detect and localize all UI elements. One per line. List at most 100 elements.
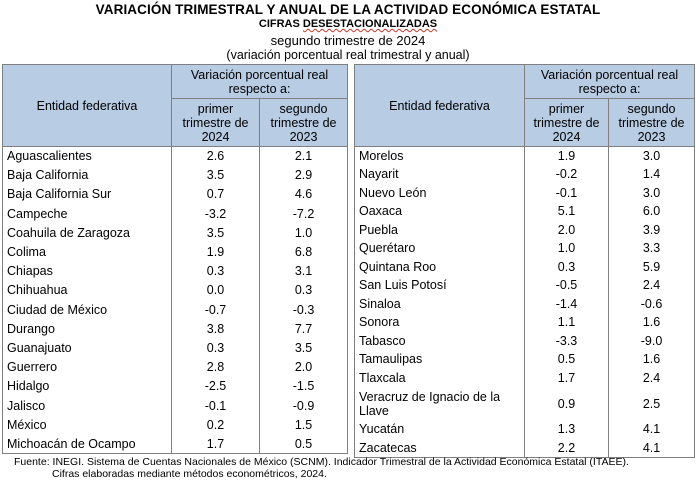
table-row: Guerrero 2.8 2.0: [2, 357, 349, 377]
table-left: Entidad federativa Variación porcentual …: [2, 64, 349, 455]
table-row: San Luis Potosí -0.5 2.4: [354, 276, 696, 295]
footer: Fuente: INEGI. Sistema de Cuentas Nacion…: [14, 456, 629, 480]
table-row: Ciudad de México -0.7 -0.3: [2, 300, 349, 320]
entity-cell: Campeche: [2, 204, 172, 224]
table-row: Puebla 2.0 3.9: [354, 220, 696, 239]
header-col1: primer trimestre de 2024: [171, 98, 260, 147]
value-q2-cell: 6.8: [258, 242, 349, 262]
table-row: Durango 3.8 7.7: [2, 319, 349, 339]
value-q1-cell: 0.9: [524, 387, 609, 420]
table-row: Querétaro 1.0 3.3: [354, 239, 696, 258]
table-left-body: Aguascalientes 2.6 2.1 Baja California 3.5 2.…: [2, 146, 349, 455]
table-row: Tlaxcala 1.7 2.4: [354, 368, 696, 387]
value-q1-cell: 1.3: [524, 420, 609, 439]
table-row: Baja California 3.5 2.9: [2, 165, 349, 185]
value-q2-cell: 2.5: [607, 387, 696, 420]
value-q1-cell: 0.0: [171, 280, 260, 300]
value-q2-cell: 4.6: [258, 184, 349, 205]
value-q1-cell: 2.0: [524, 220, 609, 239]
value-q2-cell: 0.5: [258, 434, 349, 455]
value-q1-cell: 2.6: [171, 146, 260, 166]
header-group: Variación porcentual real respecto a:: [523, 64, 696, 99]
value-q2-cell: 1.6: [607, 350, 696, 369]
table-row: Michoacán de Ocampo 1.7 0.5: [2, 434, 349, 455]
table-row: México 0.2 1.5: [2, 415, 349, 435]
entity-cell: Guerrero: [2, 357, 172, 377]
value-q2-cell: -0.6: [607, 294, 696, 313]
table-row: Coahuila de Zaragoza 3.5 1.0: [2, 223, 349, 243]
entity-cell: Aguascalientes: [2, 146, 172, 166]
header-col1: primer trimestre de 2024: [524, 98, 609, 147]
value-q2-cell: 3.9: [607, 220, 696, 239]
header-col2: segundo trimestre de 2023: [607, 98, 696, 147]
entity-cell: Durango: [2, 319, 172, 339]
table-row: Aguascalientes 2.6 2.1: [2, 146, 349, 166]
value-q1-cell: 3.5: [171, 223, 260, 243]
value-q1-cell: 1.9: [171, 242, 260, 262]
entity-cell: Quintana Roo: [354, 257, 525, 276]
table-row: Quintana Roo 0.3 5.9: [354, 257, 696, 276]
table-row: Veracruz de Ignacio de la Llave 0.9 2.5: [354, 387, 696, 420]
header-entity: Entidad federativa: [2, 64, 172, 147]
entity-cell: Guanajuato: [2, 338, 172, 358]
table-row: Oaxaca 5.1 6.0: [354, 202, 696, 221]
value-q2-cell: 5.9: [607, 257, 696, 276]
value-q2-cell: 3.0: [607, 183, 696, 202]
entity-cell: Chihuahua: [2, 280, 172, 300]
entity-cell: Colima: [2, 242, 172, 262]
table-row: Tabasco -3.3 -9.0: [354, 331, 696, 350]
table-row: Nayarit -0.2 1.4: [354, 165, 696, 184]
report-units: (variación porcentual real trimestral y …: [226, 48, 470, 62]
header-col2: segundo trimestre de 2023: [258, 98, 349, 147]
entity-cell: Zacatecas: [354, 438, 525, 458]
entity-cell: Puebla: [354, 220, 525, 239]
table-row: Baja California Sur 0.7 4.6: [2, 184, 349, 205]
value-q1-cell: 3.8: [171, 319, 260, 339]
table-row: Yucatán 1.3 4.1: [354, 420, 696, 439]
value-q2-cell: -7.2: [258, 204, 349, 224]
value-q1-cell: -0.7: [171, 300, 260, 320]
report-subtitle: CIFRAS DESESTACIONALIZADAS: [0, 18, 696, 30]
value-q1-cell: -0.5: [524, 276, 609, 295]
entity-cell: Coahuila de Zaragoza: [2, 223, 172, 243]
value-q2-cell: -0.3: [258, 300, 349, 320]
entity-cell: Michoacán de Ocampo: [2, 434, 172, 455]
value-q2-cell: 6.0: [607, 202, 696, 221]
value-q2-cell: 2.9: [258, 165, 349, 185]
table-row: Sonora 1.1 1.6: [354, 313, 696, 332]
value-q2-cell: -1.5: [258, 376, 349, 396]
entity-cell: Tabasco: [354, 331, 525, 350]
table-row: Campeche -3.2 -7.2: [2, 204, 349, 224]
table-row: Chiapas 0.3 3.1: [2, 261, 349, 281]
value-q2-cell: 1.5: [258, 415, 349, 435]
value-q1-cell: 0.7: [171, 184, 260, 205]
header-entity: Entidad federativa: [354, 64, 525, 147]
value-q1-cell: 0.3: [524, 257, 609, 276]
table-row: Guanajuato 0.3 3.5: [2, 338, 349, 358]
value-q1-cell: 0.5: [524, 350, 609, 369]
report-title: VARIACIÓN TRIMESTRAL Y ANUAL DE LA ACTIV…: [95, 2, 601, 17]
value-q1-cell: 5.1: [524, 202, 609, 221]
header-group: Variación porcentual real respecto a:: [170, 64, 349, 99]
entity-cell: Ciudad de México: [2, 300, 172, 320]
value-q2-cell: 1.0: [258, 223, 349, 243]
value-q2-cell: -9.0: [607, 331, 696, 350]
entity-cell: Baja California Sur: [2, 184, 172, 205]
value-q1-cell: -0.1: [171, 395, 260, 416]
value-q1-cell: 3.5: [171, 165, 260, 185]
value-q2-cell: -0.9: [258, 395, 349, 416]
table-row: Chihuahua 0.0 0.3: [2, 280, 349, 300]
table-right: Entidad federativa Variación porcentual …: [354, 64, 696, 458]
table-row: Jalisco -0.1 -0.9: [2, 395, 349, 416]
value-q2-cell: 3.5: [258, 338, 349, 358]
value-q1-cell: 1.9: [524, 146, 609, 165]
entity-cell: Hidalgo: [2, 376, 172, 396]
value-q2-cell: 0.3: [258, 280, 349, 300]
value-q1-cell: 1.0: [524, 239, 609, 258]
entity-cell: Yucatán: [354, 420, 525, 439]
value-q2-cell: 3.3: [607, 239, 696, 258]
table-row: Nuevo León -0.1 3.0: [354, 183, 696, 202]
value-q2-cell: 7.7: [258, 319, 349, 339]
entity-cell: Sonora: [354, 313, 525, 332]
value-q1-cell: 0.2: [171, 415, 260, 435]
